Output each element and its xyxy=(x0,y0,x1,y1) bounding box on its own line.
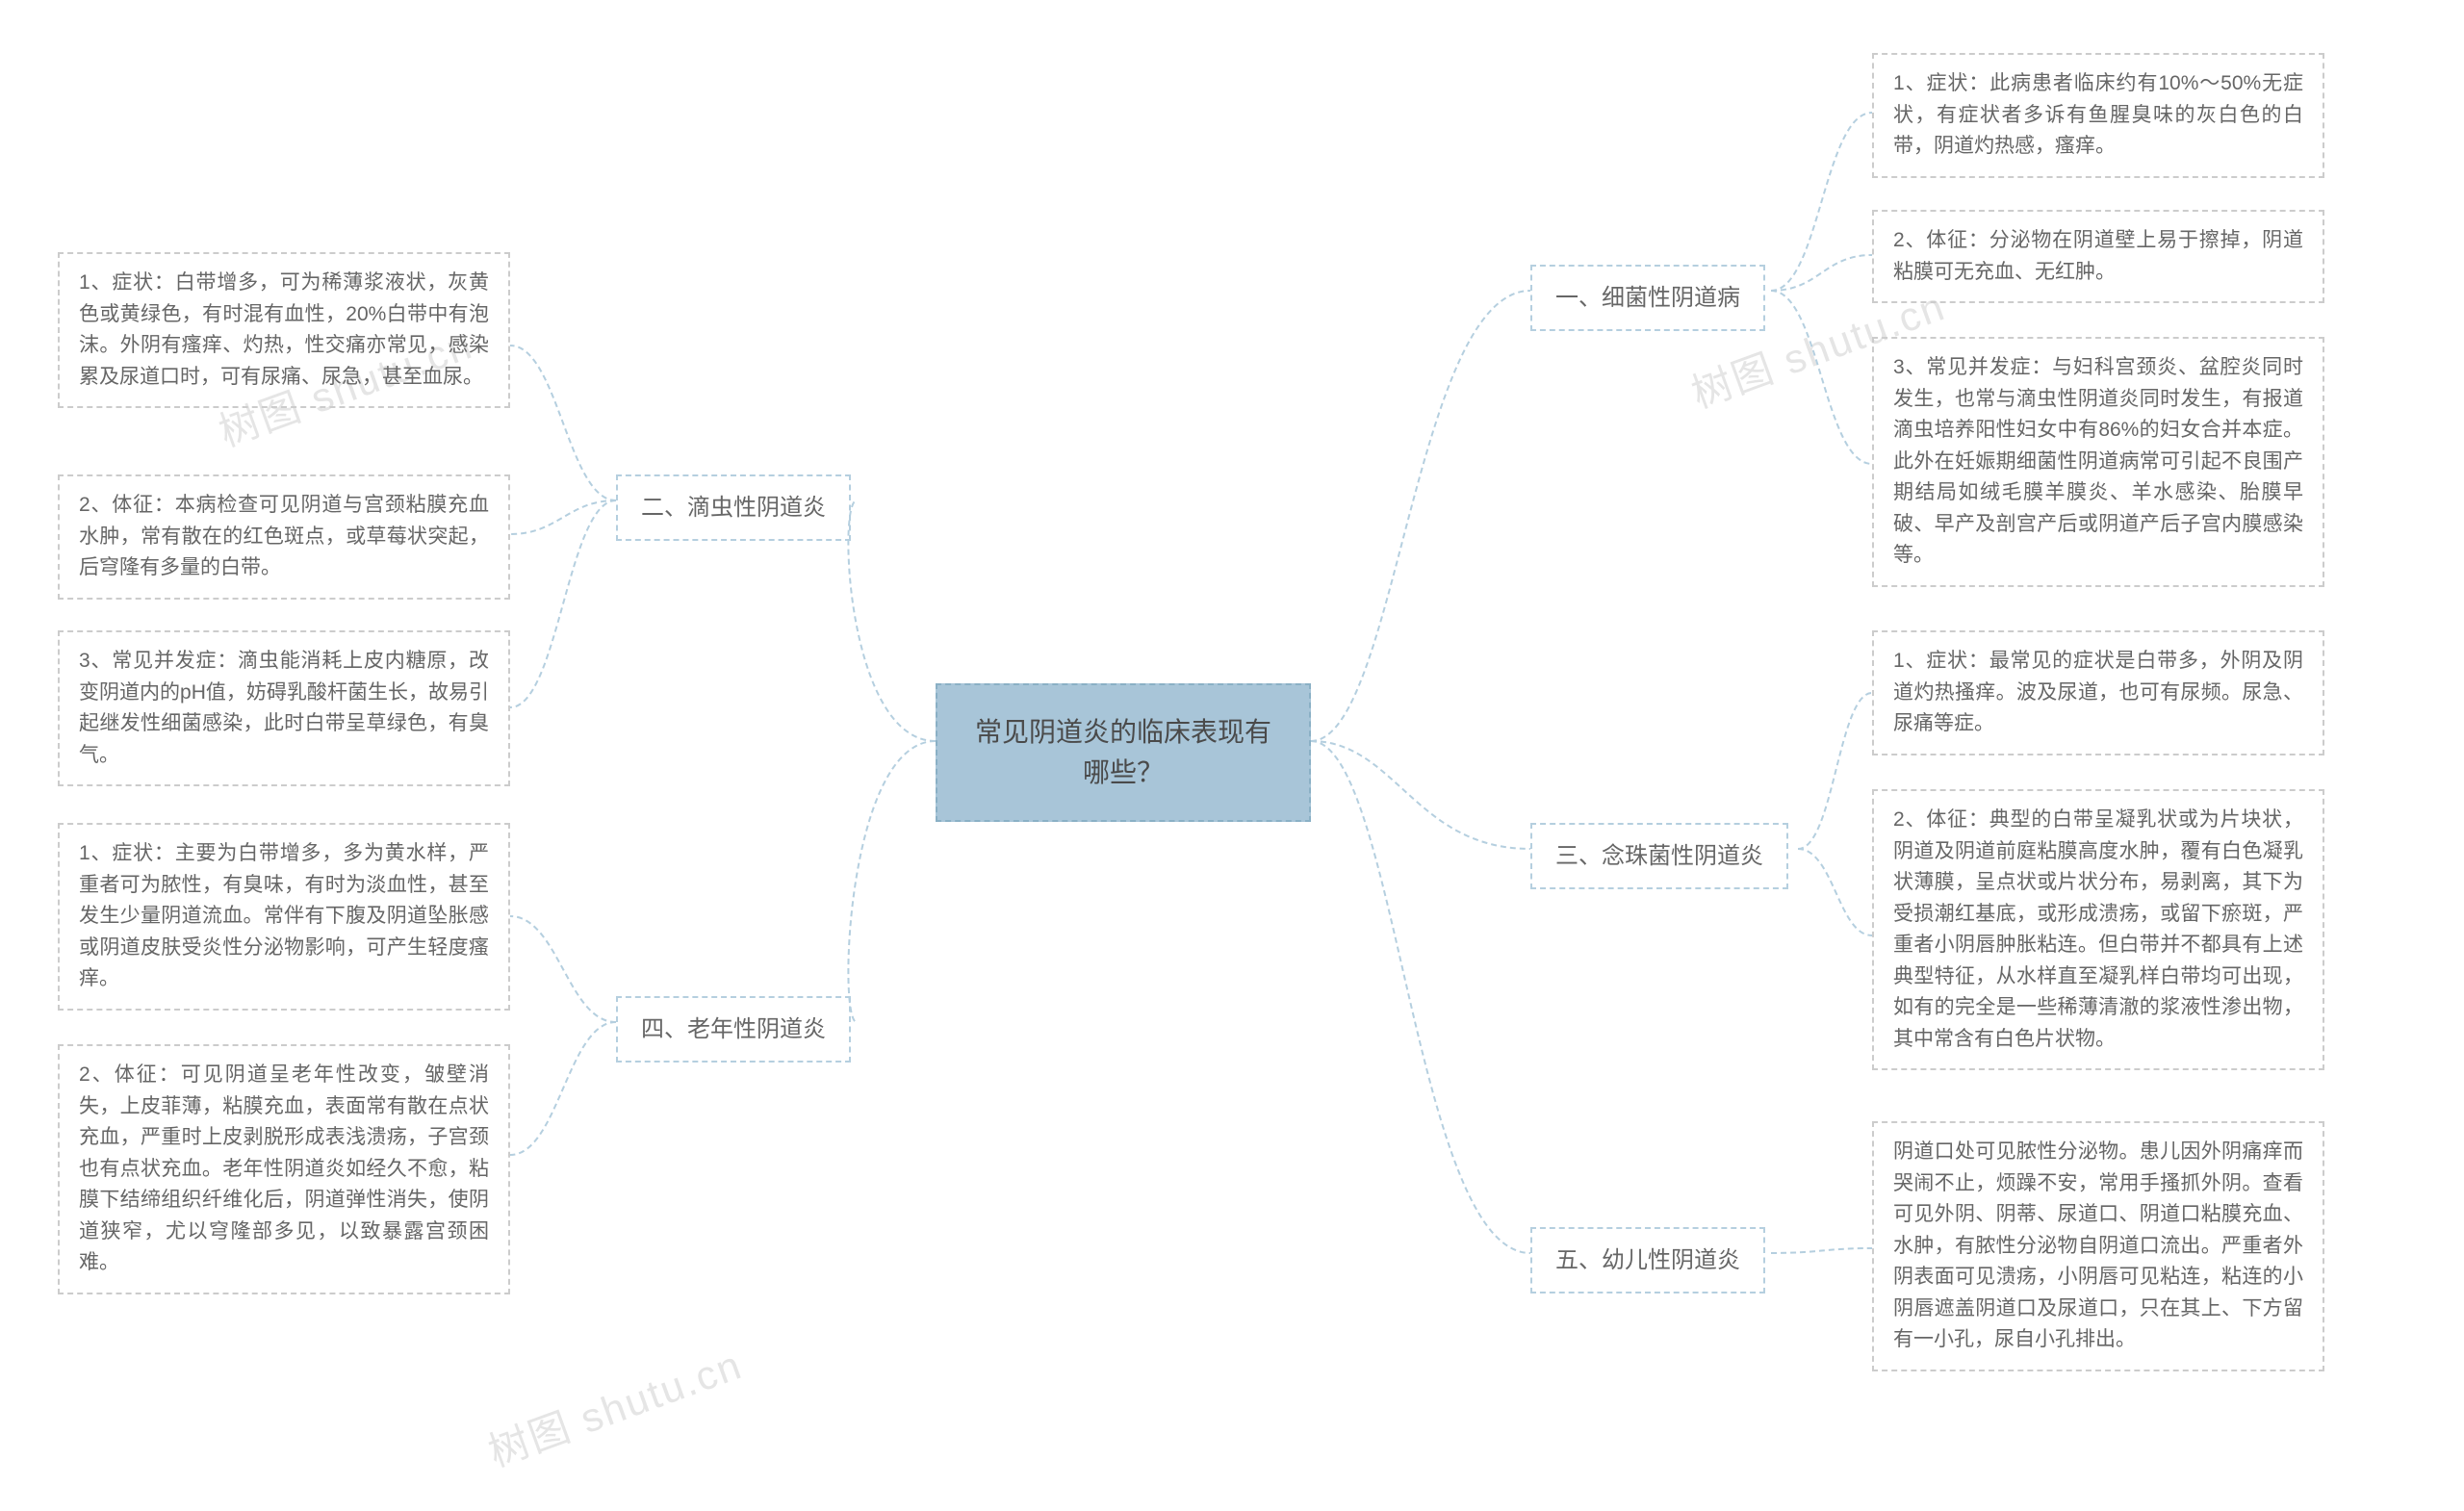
leaf-four-1[interactable]: 1、症状：主要为白带增多，多为黄水样，严重者可为脓性，有臭味，有时为淡血性，甚至… xyxy=(58,823,510,1011)
branch-two[interactable]: 二、滴虫性阴道炎 xyxy=(616,474,851,541)
leaf-five-1[interactable]: 阴道口处可见脓性分泌物。患儿因外阴痛痒而哭闹不止，烦躁不安，常用手搔抓外阴。查看… xyxy=(1872,1121,2324,1371)
connector xyxy=(1311,741,1530,1253)
watermark: 树图 shutu.cn xyxy=(479,1333,750,1479)
branch-four[interactable]: 四、老年性阴道炎 xyxy=(616,996,851,1063)
connector xyxy=(1771,291,1872,464)
connector xyxy=(510,500,616,707)
connector xyxy=(1771,113,1872,291)
branch-three[interactable]: 三、念珠菌性阴道炎 xyxy=(1530,823,1788,889)
connector xyxy=(1798,849,1872,935)
leaf-one-3[interactable]: 3、常见并发症：与妇科宫颈炎、盆腔炎同时发生，也常与滴虫性阴道炎同时发生，有报道… xyxy=(1872,337,2324,587)
connector xyxy=(1311,291,1530,741)
leaf-three-2[interactable]: 2、体征：典型的白带呈凝乳状或为片块状，阴道及阴道前庭粘膜高度水肿，覆有白色凝乳… xyxy=(1872,789,2324,1070)
leaf-one-1[interactable]: 1、症状：此病患者临床约有10%～50%无症状，有症状者多诉有鱼腥臭味的灰白色的… xyxy=(1872,53,2324,178)
leaf-three-1[interactable]: 1、症状：最常见的症状是白带多，外阴及阴道灼热搔痒。波及尿道，也可有尿频。尿急、… xyxy=(1872,630,2324,756)
leaf-two-2[interactable]: 2、体征：本病检查可见阴道与宫颈粘膜充血水肿，常有散在的红色斑点，或草莓状突起，… xyxy=(58,474,510,600)
leaf-one-2[interactable]: 2、体征：分泌物在阴道壁上易于擦掉，阴道粘膜可无充血、无红肿。 xyxy=(1872,210,2324,303)
connector xyxy=(848,500,936,741)
connector xyxy=(510,916,616,1022)
branch-one[interactable]: 一、细菌性阴道病 xyxy=(1530,265,1765,331)
leaf-two-3[interactable]: 3、常见并发症：滴虫能消耗上皮内糖原，改变阴道内的pH值，妨碍乳酸杆菌生长，故易… xyxy=(58,630,510,786)
branch-five[interactable]: 五、幼儿性阴道炎 xyxy=(1530,1227,1765,1293)
connector xyxy=(848,741,936,1022)
root-node[interactable]: 常见阴道炎的临床表现有哪些？ xyxy=(936,683,1311,822)
connector xyxy=(1311,741,1530,849)
leaf-four-2[interactable]: 2、体征：可见阴道呈老年性改变，皱壁消失，上皮菲薄，粘膜充血，表面常有散在点状充… xyxy=(58,1044,510,1294)
connector xyxy=(510,1022,616,1155)
connector xyxy=(510,346,616,500)
connector xyxy=(510,500,616,534)
connector xyxy=(1771,1248,1872,1253)
connector xyxy=(1771,255,1872,291)
leaf-two-1[interactable]: 1、症状：白带增多，可为稀薄浆液状，灰黄色或黄绿色，有时混有血性，20%白带中有… xyxy=(58,252,510,408)
connector xyxy=(1798,693,1872,849)
